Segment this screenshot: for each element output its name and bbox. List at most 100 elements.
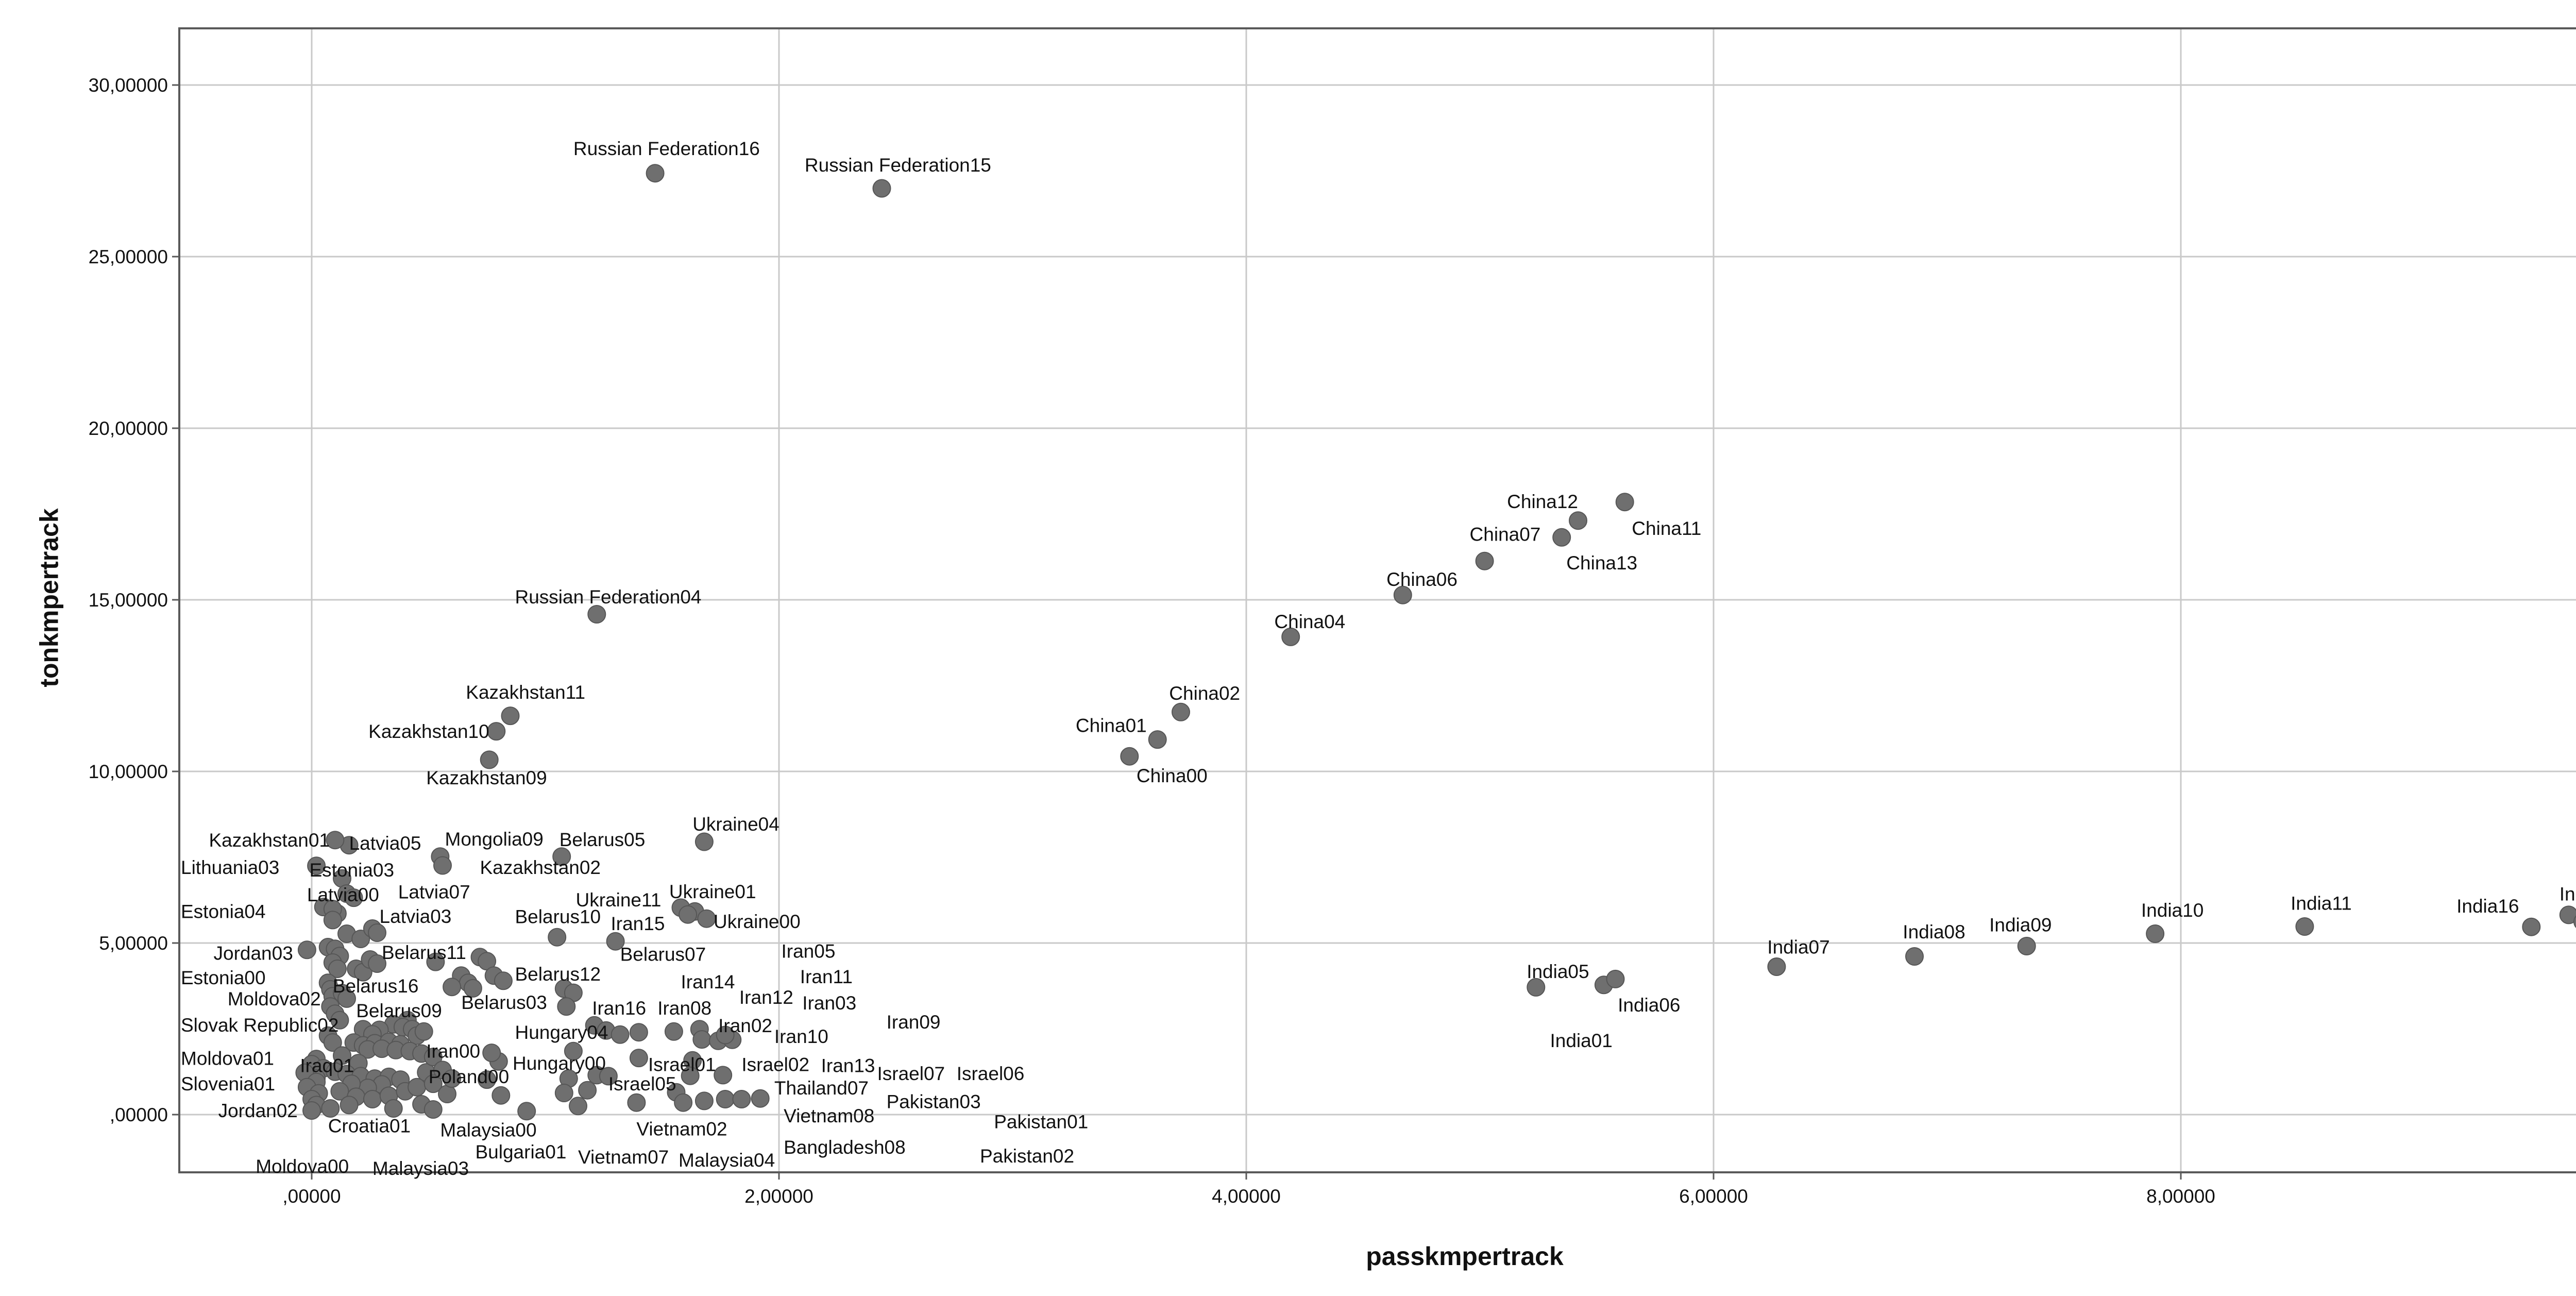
point-label: Latvia00 [307,884,379,905]
point-label: Ukraine04 [692,814,779,835]
data-point [351,930,370,948]
data-point [297,940,316,960]
point-label: Belarus07 [620,944,706,965]
point-label: Ukraine00 [714,911,801,932]
point-label: India15 [2560,884,2576,905]
x-tick-label: 4,00000 [1212,1186,1281,1207]
data-point [629,1023,648,1042]
data-point [716,1025,735,1045]
data-point [679,905,698,924]
data-point [333,1046,351,1065]
point-label: Latvia07 [398,882,470,903]
point-label: Israel06 [957,1063,1025,1084]
point-label: Iran16 [592,998,646,1019]
data-point [340,1096,359,1115]
data-point [1475,551,1494,570]
point-label: Russian Federation04 [515,586,702,608]
data-point [611,1025,630,1044]
data-point [554,1084,573,1102]
point-label: Lithuania03 [181,857,279,878]
point-label: Malaysia03 [372,1158,469,1179]
point-label: India01 [1550,1030,1613,1051]
data-point [494,971,513,990]
data-point [323,1033,342,1052]
point-label: India06 [1618,995,1680,1016]
point-label: Estonia04 [181,901,266,922]
point-label: Iran05 [782,940,836,962]
point-label: India07 [1767,936,1829,957]
point-label: Pakistan03 [887,1091,981,1113]
point-label: Russian Federation15 [805,155,991,176]
data-point [714,1066,733,1085]
data-point [1569,511,1587,530]
point-label: Malaysia00 [440,1119,536,1140]
point-label: India05 [1527,961,1589,982]
data-point [517,1102,536,1121]
data-point [716,1090,735,1108]
point-label: Kazakhstan10 [368,721,489,742]
point-label: Kazakhstan02 [480,857,601,878]
point-label: Kazakhstan01 [209,830,330,851]
data-point [414,1022,433,1041]
point-label: Israel02 [741,1054,809,1075]
data-point [1120,747,1139,766]
data-point [368,923,386,942]
data-point [433,856,452,875]
point-label: India16 [2456,896,2519,917]
data-point [629,1049,648,1068]
point-label: Moldova02 [228,988,321,1009]
data-point [557,997,576,1016]
data-point [681,1066,700,1085]
point-label: India08 [1903,921,1965,942]
x-tick-label: 2,00000 [744,1186,814,1207]
y-tick-label: 20,00000 [89,418,168,439]
data-point [664,1022,683,1041]
data-point [423,1100,443,1119]
point-label: Iran10 [774,1026,828,1047]
point-label: China00 [1137,765,1208,786]
y-tick-label: ,00000 [110,1104,168,1125]
point-label: Belarus03 [461,992,547,1013]
point-label: Iran15 [611,913,665,934]
point-label: Israel01 [648,1054,716,1075]
point-label: Belarus12 [515,964,601,985]
data-point [674,1093,693,1112]
data-point [564,1041,583,1061]
data-point [482,1043,501,1063]
data-point [646,164,665,183]
point-label: Latvia05 [349,833,421,854]
point-label: Iran08 [657,998,711,1019]
point-label: Hungary00 [513,1053,606,1074]
data-point [2573,915,2576,929]
point-label: Croatia01 [328,1115,411,1136]
data-point [344,888,363,907]
data-point [492,1086,511,1105]
point-label: India10 [2141,900,2204,921]
point-label: China04 [1274,611,1345,632]
point-label: Vietnam07 [578,1147,669,1168]
point-label: Slovak Republic02 [181,1015,338,1036]
data-point [323,911,342,930]
point-label: China06 [1386,569,1458,590]
y-tick-label: 10,00000 [89,761,168,782]
point-label: Iran11 [800,966,853,987]
y-tick-label: 30,00000 [89,75,168,96]
point-label: Belarus09 [356,1000,442,1021]
data-point [463,979,482,998]
point-label: Iran03 [802,992,856,1014]
data-point [548,928,567,947]
point-label: Iran12 [739,987,793,1008]
point-label: Iraq01 [300,1055,354,1076]
data-point [552,847,571,866]
data-point [1615,493,1634,512]
point-label: Belarus16 [333,975,419,997]
data-point [384,1099,403,1118]
point-label: Belarus10 [515,906,601,928]
data-point [599,1067,618,1086]
data-point [1172,702,1190,721]
data-point [480,750,499,769]
data-point [1767,957,1786,976]
point-label: Iran14 [681,971,735,992]
data-point [330,1011,349,1030]
